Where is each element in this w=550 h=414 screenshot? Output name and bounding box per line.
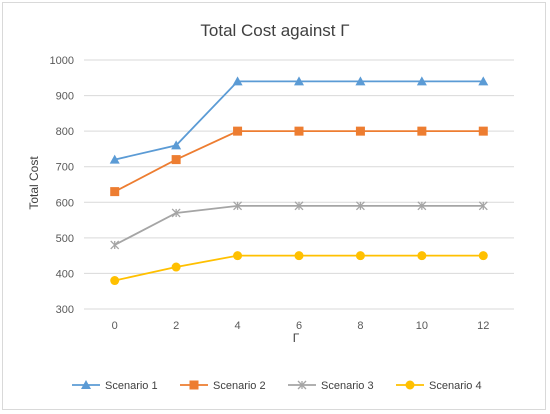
series-line	[114, 130, 484, 193]
x-axis-label: Γ	[293, 331, 300, 345]
legend-item: Scenario 4	[396, 380, 482, 392]
x-tick-label: 0	[112, 320, 118, 332]
y-tick-label: 500	[56, 233, 74, 245]
series-group	[109, 76, 489, 286]
data-point	[294, 201, 304, 211]
x-tick-label: 10	[416, 320, 428, 332]
data-point	[294, 126, 304, 136]
data-point	[233, 126, 243, 136]
series-3	[110, 201, 488, 250]
data-point	[294, 76, 304, 86]
legend-label: Scenario 3	[321, 380, 374, 392]
y-tick-label: 300	[56, 304, 74, 316]
legend-item: Scenario 3	[288, 380, 374, 392]
data-point	[478, 251, 488, 261]
x-tick-label: 8	[357, 320, 363, 332]
data-point	[233, 251, 243, 261]
legend-marker	[189, 380, 199, 390]
x-tick-label: 6	[296, 320, 302, 332]
y-tick-label: 900	[56, 91, 74, 103]
data-point	[478, 126, 488, 136]
data-point	[417, 201, 427, 211]
y-axis-label: Total Cost	[27, 156, 41, 210]
legend: Scenario 1 Scenario 2 Scenario 3 Scenario 4	[72, 380, 482, 392]
y-axis-ticks: 300 400 500 600 700 800 900 1000	[50, 55, 74, 316]
legend-marker	[297, 380, 307, 390]
data-point	[478, 201, 488, 211]
legend-marker	[81, 380, 91, 389]
legend-label: Scenario 4	[429, 380, 482, 392]
data-point	[110, 187, 120, 197]
data-point	[110, 240, 120, 250]
x-tick-label: 12	[477, 320, 489, 332]
data-point	[109, 154, 120, 164]
series-2	[110, 126, 488, 197]
data-point	[416, 76, 427, 86]
data-point	[232, 76, 243, 86]
data-point	[417, 126, 427, 136]
series-line	[114, 80, 484, 161]
legend-marker	[405, 380, 415, 390]
y-tick-label: 800	[56, 126, 74, 138]
y-tick-label: 600	[56, 197, 74, 209]
data-point	[171, 262, 181, 272]
legend-label: Scenario 2	[213, 380, 266, 392]
grid	[84, 59, 514, 310]
x-tick-label: 2	[173, 320, 179, 332]
data-point	[417, 251, 427, 261]
data-point	[355, 126, 365, 136]
x-axis-ticks: 0 2 4 6 8 10 12	[112, 320, 490, 332]
data-point	[171, 155, 181, 165]
x-tick-label: 4	[235, 320, 241, 332]
series-4	[110, 251, 488, 286]
legend-item: Scenario 1	[72, 380, 158, 392]
legend-label: Scenario 1	[105, 380, 158, 392]
data-point	[355, 76, 366, 86]
series-line	[114, 204, 484, 246]
series-1	[109, 76, 489, 164]
y-tick-label: 700	[56, 162, 74, 174]
legend-item: Scenario 2	[180, 380, 266, 392]
data-point	[171, 208, 181, 218]
y-tick-label: 400	[56, 268, 74, 280]
data-point	[110, 276, 120, 286]
data-point	[233, 201, 243, 211]
data-point	[355, 201, 365, 211]
data-point	[294, 251, 304, 261]
data-point	[355, 251, 365, 261]
y-tick-label: 1000	[50, 55, 74, 67]
chart-title: Total Cost against Γ	[200, 21, 349, 40]
data-point	[171, 140, 182, 150]
data-point	[478, 76, 489, 86]
